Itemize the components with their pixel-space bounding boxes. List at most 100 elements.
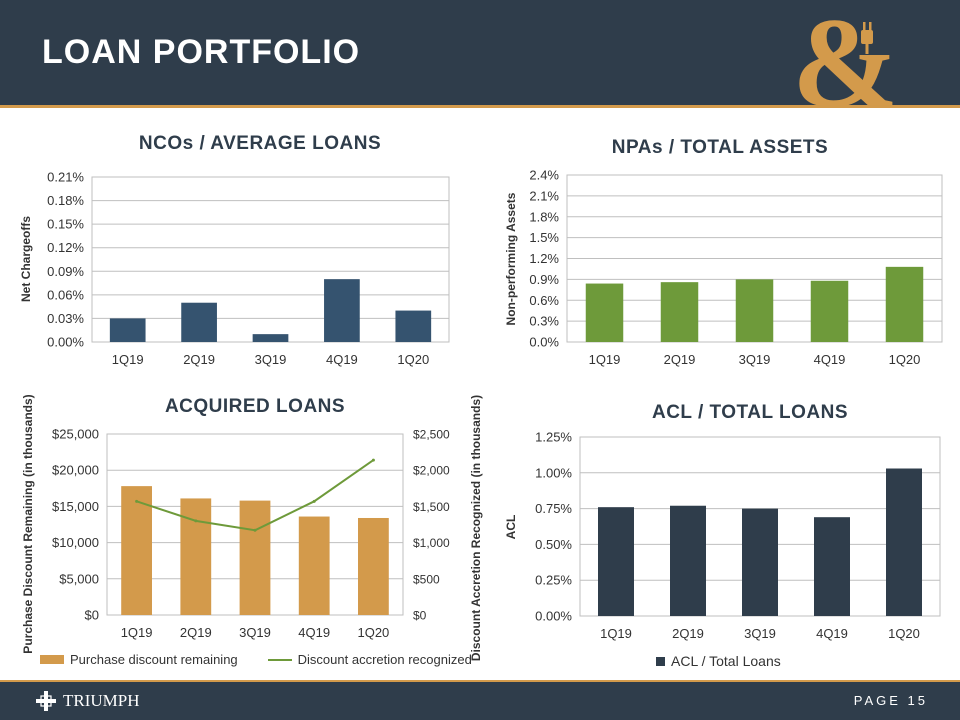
acquired-ytick-label: $20,000 xyxy=(52,463,99,478)
npas-ytick-label: 1.2% xyxy=(529,251,559,266)
acquired-legend: Purchase discount remaining Discount acc… xyxy=(40,652,472,667)
header-bar xyxy=(0,0,960,105)
acl-xtick-label: 2Q19 xyxy=(672,626,704,641)
npas-bar xyxy=(810,280,849,342)
footer-accent-line xyxy=(0,680,960,682)
npas-ytick-label: 2.4% xyxy=(529,168,559,183)
triumph-cross-icon xyxy=(36,691,56,711)
acl-ytick-label: 1.25% xyxy=(535,430,572,445)
npas-ytick-label: 0.3% xyxy=(529,314,559,329)
acl-bar xyxy=(814,517,850,616)
acquired-bar xyxy=(180,498,212,615)
acl-bar xyxy=(742,508,778,616)
acquired-xtick-label: 4Q19 xyxy=(298,625,330,640)
acquired-accretion-point xyxy=(371,458,375,462)
acl-ytick-label: 1.00% xyxy=(535,465,572,480)
acquired-accretion-point xyxy=(135,499,139,503)
ncos-bar xyxy=(109,318,146,342)
acl-ytick-label: 0.00% xyxy=(535,609,572,624)
npas-xtick-label: 4Q19 xyxy=(814,352,846,367)
npas-ytick-label: 2.1% xyxy=(529,188,559,203)
acquired-bar xyxy=(358,517,389,615)
acquired-xtick-label: 3Q19 xyxy=(239,625,271,640)
ncos-bar xyxy=(324,279,360,342)
ncos-xtick-label: 1Q20 xyxy=(397,352,429,367)
acl-xtick-label: 3Q19 xyxy=(744,626,776,641)
acl-bar xyxy=(598,507,634,616)
legend-label-acl: ACL / Total Loans xyxy=(671,653,781,669)
acquired-xtick-label: 1Q19 xyxy=(121,625,153,640)
acquired-ytick-label: $25,000 xyxy=(52,427,99,442)
acquired-y2tick-label: $0 xyxy=(413,609,427,623)
npas-ytick-label: 1.8% xyxy=(529,209,559,224)
npas-xtick-label: 1Q19 xyxy=(589,352,621,367)
acl-xtick-label: 4Q19 xyxy=(816,626,848,641)
acquired-chart-title: ACQUIRED LOANS xyxy=(164,396,346,417)
ncos-bar xyxy=(252,334,289,342)
ncos-ytick-label: 0.21% xyxy=(47,170,84,185)
legend-swatch-acl xyxy=(656,656,665,666)
acquired-bar xyxy=(239,500,271,615)
page-number: PAGE 15 xyxy=(853,693,928,708)
ncos-xtick-label: 2Q19 xyxy=(183,352,215,367)
ncos-ytick-label: 0.09% xyxy=(47,264,84,279)
acquired-accretion-point xyxy=(312,499,316,503)
acquired-ytick-label: $15,000 xyxy=(52,499,99,514)
acl-ytick-label: 0.25% xyxy=(535,573,572,588)
acquired-ytick-label: $0 xyxy=(85,608,99,623)
ncos-xtick-label: 1Q19 xyxy=(112,352,144,367)
brand-name: TRIUMPH xyxy=(63,691,140,710)
npas-chart-title: NPAs / TOTAL ASSETS xyxy=(611,137,829,158)
legend-swatch-accretion xyxy=(267,658,292,661)
legend-label-purchase: Purchase discount remaining xyxy=(70,652,238,667)
acl-chart-title: ACL / TOTAL LOANS xyxy=(651,402,849,423)
acl-ytick-label: 0.50% xyxy=(535,537,572,552)
acquired-xtick-label: 2Q19 xyxy=(180,625,212,640)
acl-ylabel: ACL xyxy=(504,515,518,540)
acquired-accretion-point xyxy=(253,528,257,532)
acquired-y2tick-label: $2,000 xyxy=(413,464,450,478)
ncos-ytick-label: 0.03% xyxy=(47,311,84,326)
acquired-y2tick-label: $1,500 xyxy=(413,500,450,514)
npas-ytick-label: 1.5% xyxy=(529,230,559,245)
npas-ylabel: Non-performing Assets xyxy=(504,192,518,325)
acl-bar xyxy=(670,505,706,616)
ncos-chart-title: NCOs / AVERAGE LOANS xyxy=(138,133,382,154)
acquired-y2tick-label: $500 xyxy=(413,572,440,586)
ampersand-plug-logo-icon: & xyxy=(792,0,899,108)
npas-ytick-label: 0.6% xyxy=(529,293,559,308)
npas-bar xyxy=(660,282,699,342)
acquired-ytick-label: $10,000 xyxy=(52,535,99,550)
acquired-ylabel: Purchase Discount Remaining (in thousand… xyxy=(21,394,35,653)
header-accent-line xyxy=(0,105,960,108)
npas-bar xyxy=(735,279,774,342)
ncos-ytick-label: 0.12% xyxy=(47,240,84,255)
npas-xtick-label: 2Q19 xyxy=(664,352,696,367)
ncos-bar xyxy=(395,310,432,342)
acl-legend: ACL / Total Loans xyxy=(656,653,781,669)
npas-bar xyxy=(885,266,924,342)
ncos-ytick-label: 0.15% xyxy=(47,217,84,232)
footer-bar xyxy=(0,682,960,720)
ncos-bar xyxy=(181,302,217,342)
legend-label-accretion: Discount accretion recognized xyxy=(297,652,472,667)
npas-bar xyxy=(585,283,624,342)
acquired-y2tick-label: $1,000 xyxy=(413,536,450,550)
ncos-ytick-label: 0.06% xyxy=(47,287,84,302)
page-title: LOAN PORTFOLIO xyxy=(42,33,361,71)
ncos-ytick-label: 0.18% xyxy=(47,193,84,208)
triumph-brand: TRIUMPH xyxy=(35,690,140,712)
svg-text:&: & xyxy=(792,0,899,108)
npas-ytick-label: 0.0% xyxy=(529,335,559,350)
acl-xtick-label: 1Q20 xyxy=(888,626,920,641)
acl-bar xyxy=(886,468,922,616)
acl-ytick-label: 0.75% xyxy=(535,501,572,516)
ncos-ytick-label: 0.00% xyxy=(47,335,84,350)
npas-xtick-label: 1Q20 xyxy=(889,352,921,367)
acquired-accretion-point xyxy=(194,519,198,523)
npas-ytick-label: 0.9% xyxy=(529,272,559,287)
acquired-y2tick-label: $2,500 xyxy=(413,428,450,442)
acquired-xtick-label: 1Q20 xyxy=(357,625,389,640)
acl-xtick-label: 1Q19 xyxy=(600,626,632,641)
